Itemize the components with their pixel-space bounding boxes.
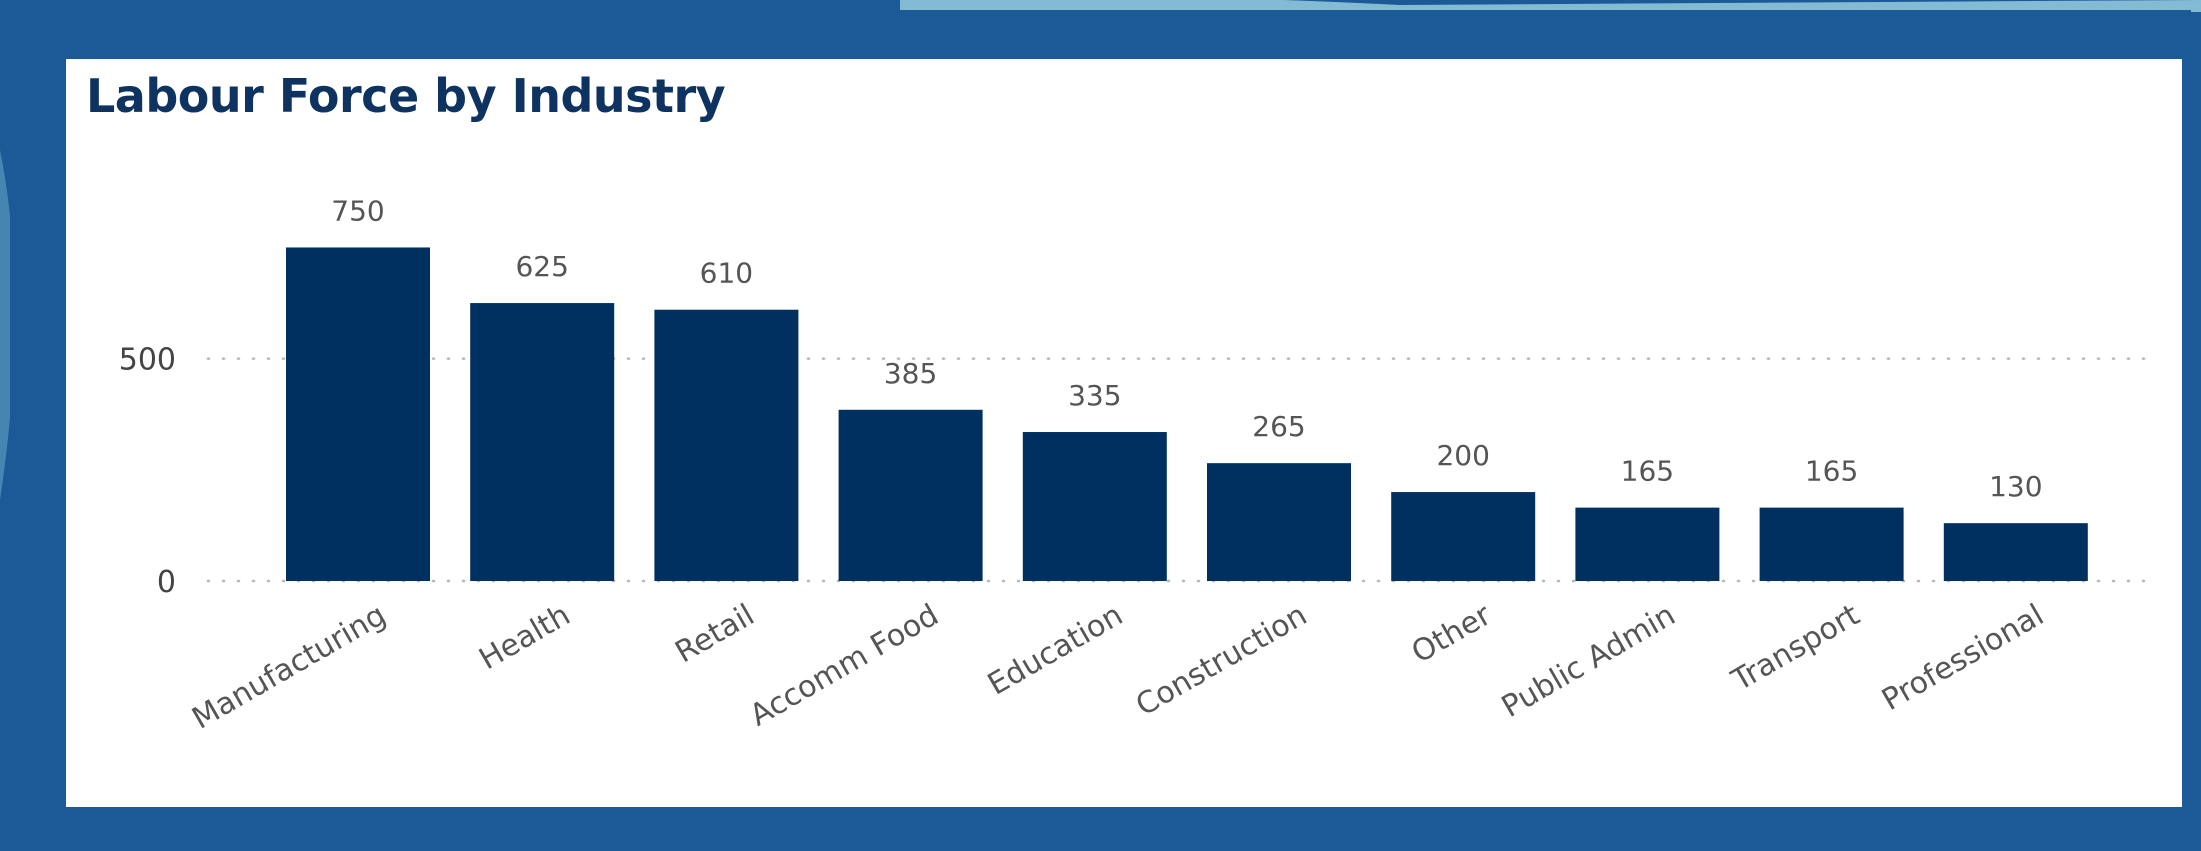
x-tick-label: Public Admin [1496,598,1681,725]
data-label: 165 [1621,455,1674,488]
data-label: 265 [1252,410,1305,443]
y-tick-label: 0 [157,565,176,600]
bar-manufacturing [286,247,430,581]
bar-construction [1207,463,1351,581]
bar-transport [1759,507,1904,581]
bar-accomm-food [838,409,983,581]
bar-education [1022,432,1167,581]
data-label: 610 [700,257,753,290]
bar-public-admin [1575,507,1720,581]
bar-chart: 0 500 750 Manufacturing 625 Health 610 Retail 38… [119,194,2158,737]
chart-title: Labour Force by Industry [86,69,726,123]
data-label: 335 [1068,379,1121,412]
x-tick-label: Health [473,598,576,678]
x-tick-label: Education [982,598,1129,703]
x-tick-label: Manufacturing [186,598,392,737]
data-label: 165 [1805,455,1858,488]
chart-card: Labour Force by Industry 0 500 750 Manufact… [66,59,2182,807]
y-tick-label: 500 [119,343,176,378]
bar-health [470,303,615,581]
data-label: 130 [1989,470,2042,503]
x-tick-label: Transport [1725,598,1865,699]
bar-other [1391,492,1536,581]
data-label: 625 [515,250,568,283]
data-label: 200 [1436,439,1489,472]
x-tick-label: Retail [669,598,760,671]
x-tick-label: Construction [1130,598,1313,724]
data-label: 750 [331,194,384,227]
x-tick-label: Other [1406,597,1498,670]
data-label: 385 [884,357,937,390]
x-tick-label: Professional [1876,598,2050,718]
x-tick-label: Accomm Food [744,598,944,734]
bar-professional [1943,523,2088,581]
bar-retail [654,309,799,581]
